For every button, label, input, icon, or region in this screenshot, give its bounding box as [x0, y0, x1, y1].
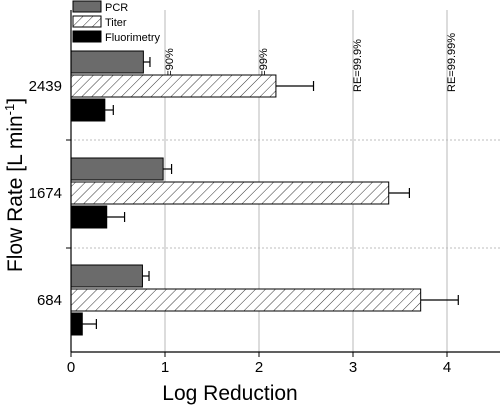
legend-swatch-fluorimetry — [72, 30, 102, 43]
y-axis-title-superscript: -1 — [2, 104, 17, 116]
x-tick-label: 4 — [443, 359, 451, 376]
y-tick-label: 2439 — [29, 78, 62, 95]
category-separators — [66, 139, 500, 249]
bar-pcr-1674 — [70, 157, 164, 181]
x-tick-label: 0 — [67, 359, 75, 376]
axes-group: 0 1 2 3 4 — [66, 10, 500, 376]
x-tick-label: 2 — [255, 359, 263, 376]
legend-swatch-pcr — [72, 0, 102, 13]
reference-line-label: RE=99.99% — [446, 33, 458, 92]
x-tick-label: 1 — [161, 359, 169, 376]
bar-pcr-684 — [70, 264, 143, 288]
bars-group: 2439 1674 684 — [29, 50, 459, 336]
bar-titer-1674 — [70, 181, 390, 205]
legend: PCR Titer Fluorimetry — [72, 0, 161, 44]
legend-label-pcr: PCR — [105, 2, 128, 14]
y-axis-title-end: ] — [4, 98, 27, 104]
reference-line-label: RE=99.9% — [352, 39, 364, 92]
legend-swatch-titer — [72, 15, 102, 28]
bar-fluorimetry-2439 — [70, 98, 106, 122]
legend-label-fluorimetry: Fluorimetry — [105, 32, 161, 44]
legend-label-titer: Titer — [105, 17, 127, 29]
x-axis-title: Log Reduction — [162, 382, 297, 405]
y-tick-label: 1674 — [29, 185, 62, 202]
bar-pcr-2439 — [70, 50, 144, 74]
bar-fluorimetry-1674 — [70, 205, 108, 229]
y-tick-label: 684 — [37, 292, 62, 309]
bar-titer-684 — [70, 288, 422, 312]
y-axis-title-main: Flow Rate [L min — [4, 115, 27, 272]
x-tick-label: 3 — [349, 359, 357, 376]
bar-fluorimetry-684 — [70, 312, 83, 336]
bar-titer-2439 — [70, 74, 277, 98]
y-axis-title: Flow Rate [L min-1] — [2, 98, 27, 272]
